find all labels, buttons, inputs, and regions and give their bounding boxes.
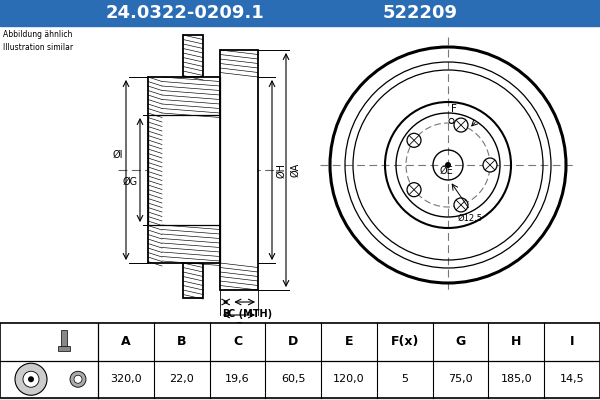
Text: D: D — [235, 322, 243, 332]
Circle shape — [407, 133, 421, 147]
Text: D: D — [288, 335, 298, 348]
Text: 19,6: 19,6 — [225, 374, 250, 384]
Text: 60,5: 60,5 — [281, 374, 305, 384]
Circle shape — [328, 45, 568, 285]
Circle shape — [74, 375, 82, 383]
Circle shape — [15, 363, 47, 395]
Text: ØA: ØA — [290, 163, 300, 177]
Text: E: E — [345, 335, 353, 348]
Text: ØE: ØE — [439, 166, 453, 176]
Bar — [61, 330, 67, 348]
Text: ØG: ØG — [123, 177, 138, 187]
Circle shape — [70, 371, 86, 387]
Text: ØH: ØH — [276, 162, 286, 178]
Circle shape — [407, 183, 421, 197]
Text: B: B — [222, 309, 229, 319]
Circle shape — [454, 198, 468, 212]
Text: 75,0: 75,0 — [448, 374, 473, 384]
Bar — [183, 35, 203, 77]
Text: 5: 5 — [401, 374, 408, 384]
Text: ØI: ØI — [113, 150, 123, 160]
Bar — [148, 77, 220, 263]
Text: 522209: 522209 — [383, 4, 458, 22]
Bar — [220, 50, 258, 290]
Text: Abbildung ähnlich
Illustration similar: Abbildung ähnlich Illustration similar — [3, 30, 73, 52]
Text: 120,0: 120,0 — [333, 374, 365, 384]
Text: A: A — [121, 335, 131, 348]
Text: 24.0322-0209.1: 24.0322-0209.1 — [106, 4, 265, 22]
Text: C: C — [233, 335, 242, 348]
Text: I: I — [570, 335, 574, 348]
Text: G: G — [455, 335, 466, 348]
Text: 22,0: 22,0 — [169, 374, 194, 384]
Text: F: F — [451, 104, 457, 114]
Bar — [58, 346, 70, 351]
Bar — [0, 323, 600, 398]
Text: C (MTH): C (MTH) — [227, 309, 272, 319]
Text: 185,0: 185,0 — [500, 374, 532, 384]
Text: 320,0: 320,0 — [110, 374, 142, 384]
Circle shape — [454, 118, 468, 132]
Bar — [0, 0, 600, 26]
Text: 14,5: 14,5 — [560, 374, 584, 384]
Text: F(x): F(x) — [391, 335, 419, 348]
Circle shape — [483, 158, 497, 172]
Circle shape — [445, 162, 451, 168]
Circle shape — [28, 376, 34, 382]
Text: Ø12,5: Ø12,5 — [458, 214, 482, 223]
Circle shape — [23, 371, 39, 387]
Bar — [148, 115, 220, 225]
Bar — [183, 263, 203, 298]
Text: B: B — [177, 335, 187, 348]
Text: H: H — [511, 335, 521, 348]
Bar — [0, 26, 600, 321]
